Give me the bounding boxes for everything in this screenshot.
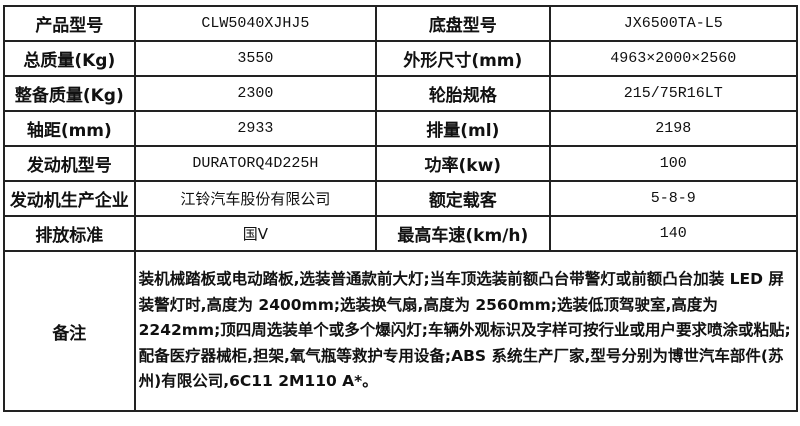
spec-value: 2933 bbox=[133, 110, 378, 147]
spec-row: 轴距(mm) 2933 排量(ml) 2198 bbox=[3, 110, 799, 147]
spec-value: 3550 bbox=[133, 40, 378, 77]
spec-label: 功率(kw) bbox=[375, 145, 551, 182]
spec-value: DURATORQ4D225H bbox=[133, 145, 378, 182]
spec-value: 2198 bbox=[548, 110, 799, 147]
remarks-text: 装机械踏板或电动踏板,选装普通款前大灯;当车顶选装前额凸台带警灯或前额凸台加装 … bbox=[133, 250, 799, 412]
spec-label: 最高车速(km/h) bbox=[375, 215, 551, 252]
spec-label: 排放标准 bbox=[3, 215, 136, 252]
spec-label: 排量(ml) bbox=[375, 110, 551, 147]
spec-label: 发动机生产企业 bbox=[3, 180, 136, 217]
spec-label: 额定载客 bbox=[375, 180, 551, 217]
spec-value: 5-8-9 bbox=[548, 180, 799, 217]
spec-value: 国Ⅴ bbox=[133, 215, 378, 252]
spec-row: 总质量(Kg) 3550 外形尺寸(mm) 4963×2000×2560 bbox=[3, 40, 799, 77]
spec-value: CLW5040XJHJ5 bbox=[133, 5, 378, 42]
spec-label: 轴距(mm) bbox=[3, 110, 136, 147]
spec-value: JX6500TA-L5 bbox=[548, 5, 799, 42]
spec-value: 江铃汽车股份有限公司 bbox=[133, 180, 378, 217]
spec-label: 发动机型号 bbox=[3, 145, 136, 182]
spec-row: 产品型号 CLW5040XJHJ5 底盘型号 JX6500TA-L5 bbox=[3, 5, 799, 42]
spec-row: 整备质量(Kg) 2300 轮胎规格 215/75R16LT bbox=[3, 75, 799, 112]
spec-label: 外形尺寸(mm) bbox=[375, 40, 551, 77]
spec-row: 发动机生产企业 江铃汽车股份有限公司 额定载客 5-8-9 bbox=[3, 180, 799, 217]
spec-label: 轮胎规格 bbox=[375, 75, 551, 112]
spec-label: 总质量(Kg) bbox=[3, 40, 136, 77]
spec-row: 发动机型号 DURATORQ4D225H 功率(kw) 100 bbox=[3, 145, 799, 182]
spec-label: 产品型号 bbox=[3, 5, 136, 42]
spec-value: 100 bbox=[548, 145, 799, 182]
remarks-label: 备注 bbox=[3, 250, 136, 412]
spec-value: 215/75R16LT bbox=[548, 75, 799, 112]
spec-row: 排放标准 国Ⅴ 最高车速(km/h) 140 bbox=[3, 215, 799, 252]
spec-label: 整备质量(Kg) bbox=[3, 75, 136, 112]
spec-label: 底盘型号 bbox=[375, 5, 551, 42]
spec-value: 2300 bbox=[133, 75, 378, 112]
spec-table: 产品型号 CLW5040XJHJ5 底盘型号 JX6500TA-L5 总质量(Kg) 35… bbox=[3, 5, 799, 412]
spec-value: 140 bbox=[548, 215, 799, 252]
remarks-row: 备注 装机械踏板或电动踏板,选装普通款前大灯;当车顶选装前额凸台带警灯或前额凸台… bbox=[3, 250, 799, 412]
spec-value: 4963×2000×2560 bbox=[548, 40, 799, 77]
